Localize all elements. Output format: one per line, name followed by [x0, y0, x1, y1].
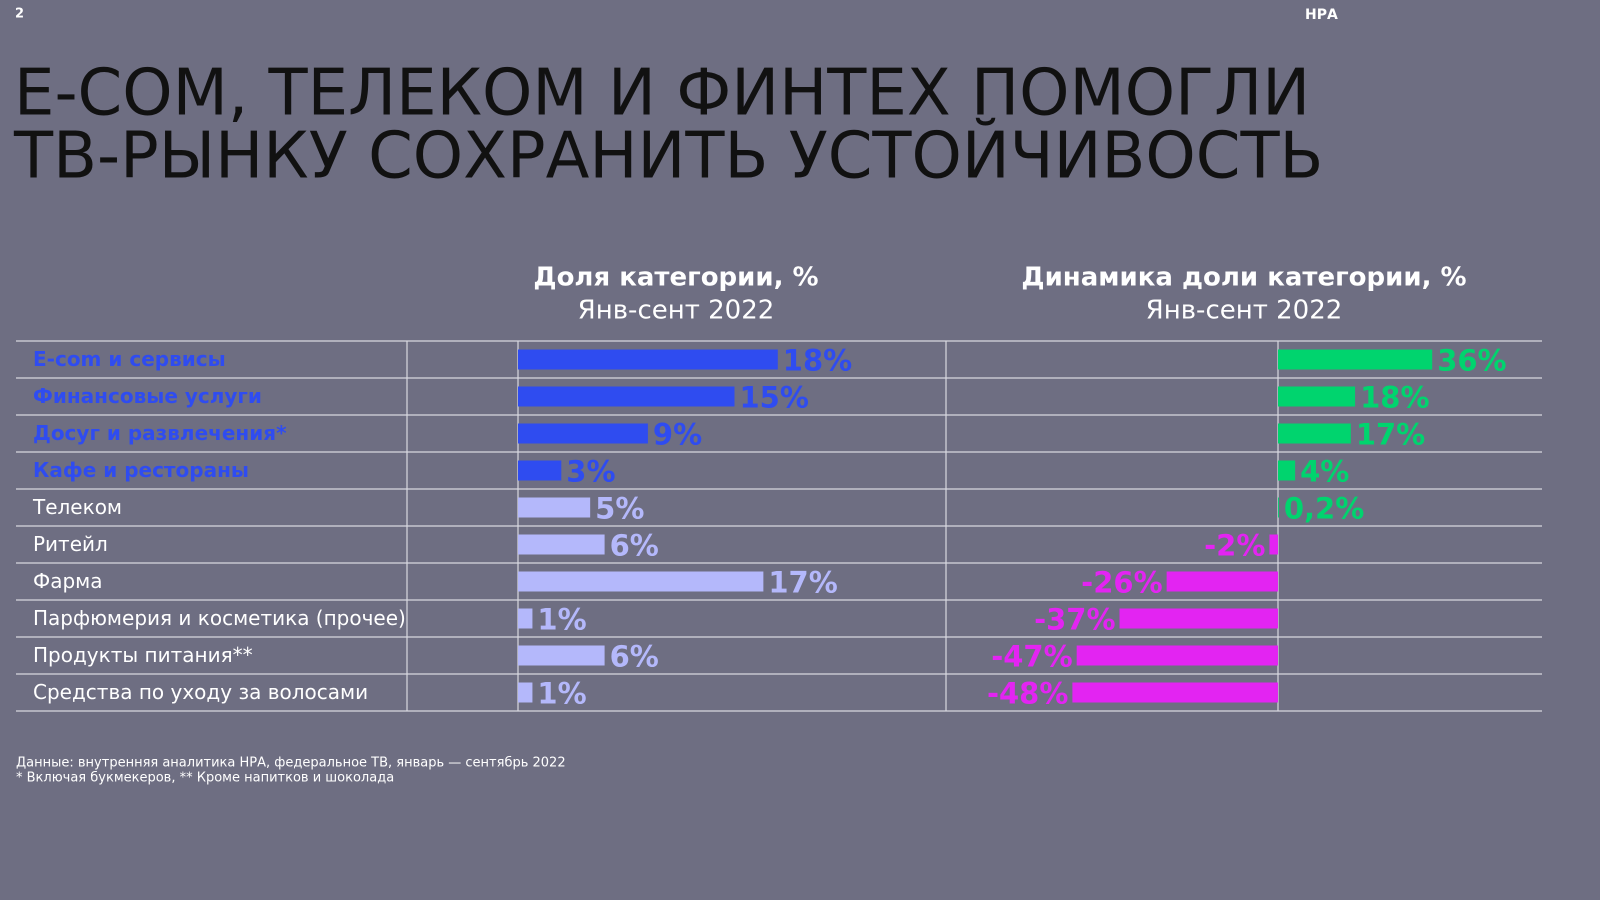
bar — [1278, 349, 1433, 370]
bar — [518, 497, 591, 518]
bar — [518, 682, 533, 703]
chart-subtitle: Янв-сент 2022 — [578, 296, 775, 326]
value-label: 3% — [566, 455, 615, 489]
category-label: Финансовые услуги — [33, 384, 262, 408]
category-label: Ритейл — [33, 532, 108, 556]
value-label: -47% — [991, 640, 1072, 674]
slide-title: ТВ-РЫНКУ СОХРАНИТЬ УСТОЙЧИВОСТЬ — [13, 118, 1323, 194]
bar — [1119, 608, 1278, 629]
bar — [1278, 497, 1279, 518]
category-label: Продукты питания** — [33, 643, 253, 667]
category-label: Кафе и рестораны — [33, 458, 249, 482]
category-label: Средства по уходу за волосами — [33, 680, 368, 704]
bar — [518, 349, 778, 370]
bar — [1166, 571, 1278, 592]
chart-title: Динамика доли категории, % — [1021, 263, 1466, 293]
bar — [518, 571, 764, 592]
category-label: Телеком — [32, 495, 122, 519]
bar — [1278, 460, 1296, 481]
value-label: 15% — [740, 381, 809, 415]
chart-subtitle: Янв-сент 2022 — [1146, 296, 1343, 326]
bar — [1278, 386, 1356, 407]
value-label: -26% — [1081, 566, 1162, 600]
value-label: 17% — [768, 566, 837, 600]
value-label: 0,2% — [1284, 492, 1364, 526]
value-label: 1% — [537, 603, 586, 637]
brand: НРА — [1305, 7, 1338, 23]
bar — [518, 423, 648, 444]
value-label: 6% — [610, 529, 659, 563]
bar — [1072, 682, 1278, 703]
bar — [1269, 534, 1278, 555]
bar — [518, 608, 533, 629]
bar — [518, 386, 735, 407]
category-label: E-com и сервисы — [33, 347, 226, 371]
value-label: -2% — [1204, 529, 1265, 563]
footnote: Данные: внутренняя аналитика НРА, федера… — [16, 756, 566, 771]
value-label: -48% — [987, 677, 1068, 711]
bar — [518, 534, 605, 555]
value-label: 36% — [1437, 344, 1506, 378]
value-label: 1% — [537, 677, 586, 711]
value-label: 6% — [610, 640, 659, 674]
bar — [1076, 645, 1278, 666]
value-label: 17% — [1356, 418, 1425, 452]
slide-title: E-COM, ТЕЛЕКОМ И ФИНТЕХ ПОМОГЛИ — [14, 57, 1310, 131]
value-label: -37% — [1034, 603, 1115, 637]
value-label: 4% — [1300, 455, 1349, 489]
value-label: 9% — [653, 418, 702, 452]
bar — [518, 645, 605, 666]
bar — [518, 460, 562, 481]
bar — [1278, 423, 1351, 444]
value-label: 18% — [783, 344, 852, 378]
category-label: Досуг и развлечения* — [33, 421, 287, 445]
page-number: 2 — [15, 7, 24, 22]
category-label: Фарма — [33, 569, 103, 593]
footnote: * Включая букмекеров, ** Кроме напитков … — [16, 771, 394, 786]
value-label: 5% — [595, 492, 644, 526]
value-label: 18% — [1360, 381, 1429, 415]
category-label: Парфюмерия и косметика (прочее) — [33, 606, 406, 630]
chart-title: Доля категории, % — [533, 263, 818, 293]
